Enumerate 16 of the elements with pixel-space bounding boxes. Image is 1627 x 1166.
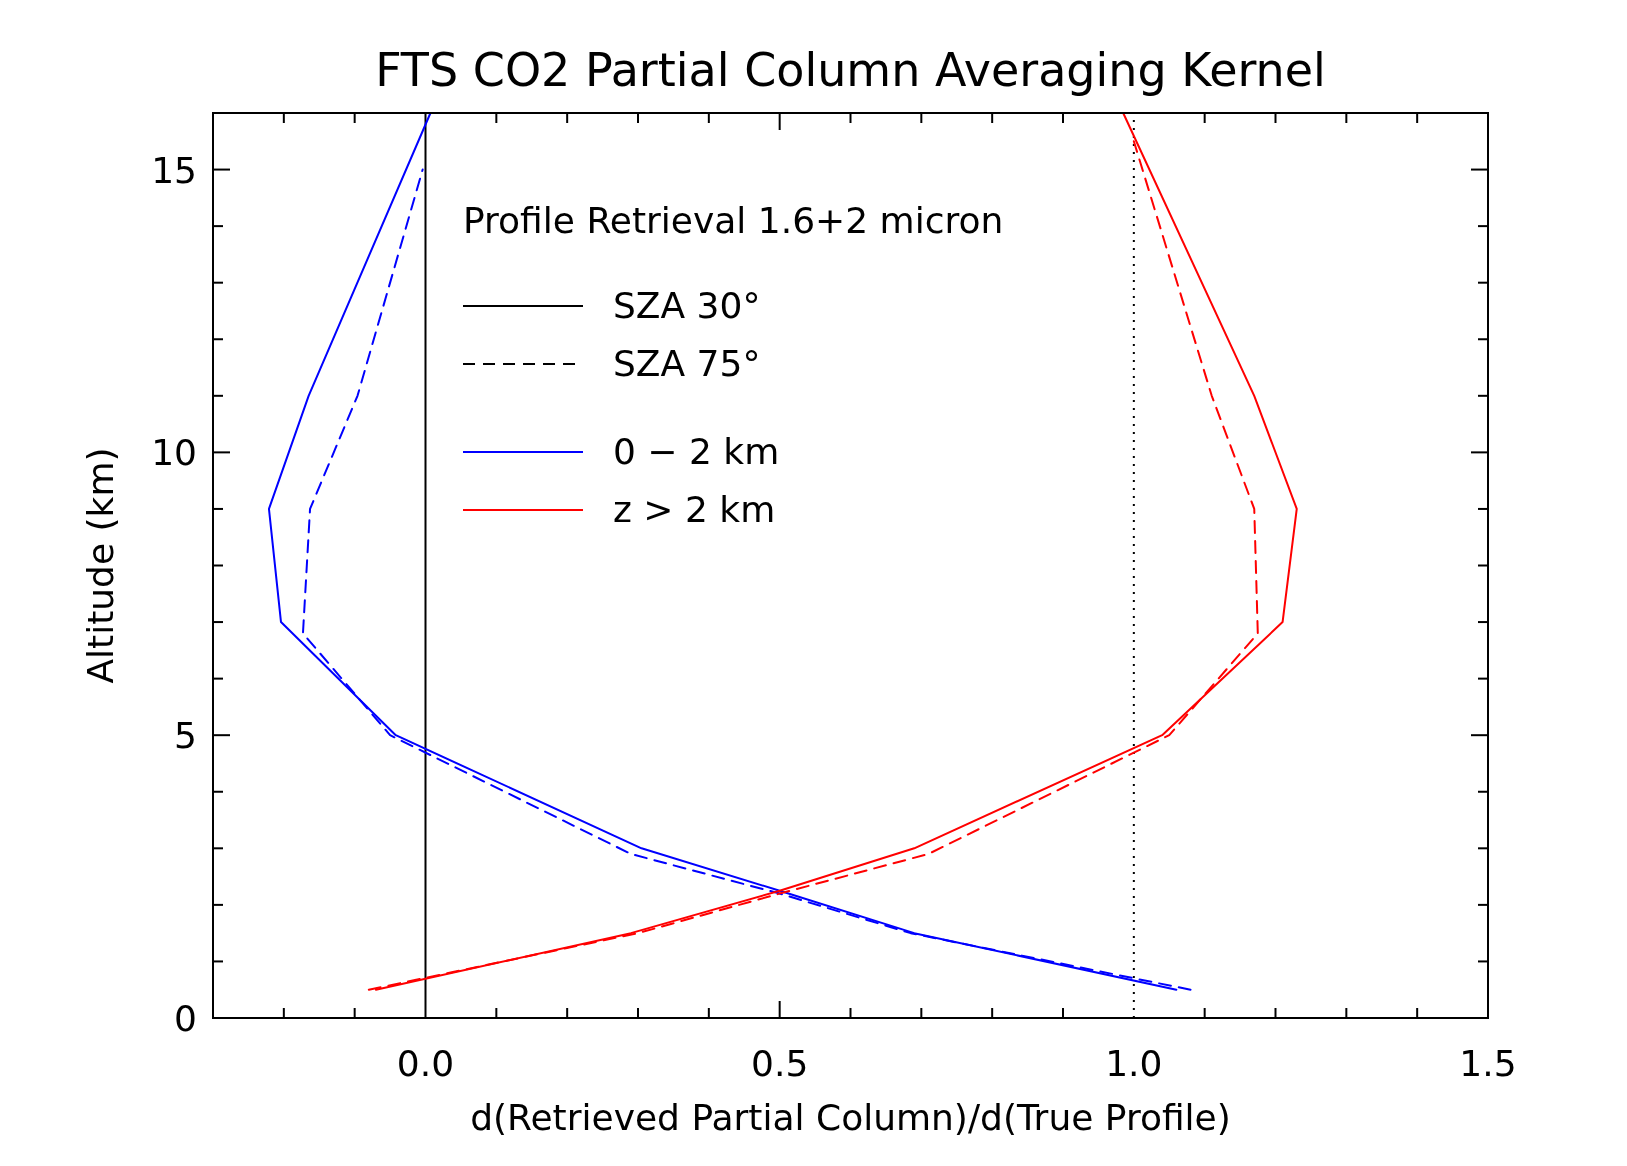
x-tick-label: 1.0 <box>1105 1043 1163 1084</box>
x-tick-label: 1.5 <box>1459 1043 1517 1084</box>
chart-title: FTS CO2 Partial Column Averaging Kernel <box>375 43 1326 97</box>
legend-label: z > 2 km <box>613 489 776 530</box>
annotation: SZA 30° <box>613 285 761 326</box>
y-tick-label: 5 <box>174 715 197 757</box>
y-tick-label: 15 <box>151 149 197 191</box>
legend-label: 0 − 2 km <box>613 431 780 472</box>
x-axis-title: d(Retrieved Partial Column)/d(True Profile) <box>470 1097 1231 1138</box>
annotation: SZA 75° <box>613 343 761 384</box>
y-tick-label: 10 <box>151 432 197 474</box>
x-tick-label: 0.5 <box>751 1043 809 1084</box>
y-tick-label: 0 <box>174 998 197 1039</box>
y-axis-title: Altitude (km) <box>80 447 121 684</box>
legend-title: Profile Retrieval 1.6+2 micron <box>463 200 1004 241</box>
x-tick-label: 0.0 <box>396 1043 455 1084</box>
